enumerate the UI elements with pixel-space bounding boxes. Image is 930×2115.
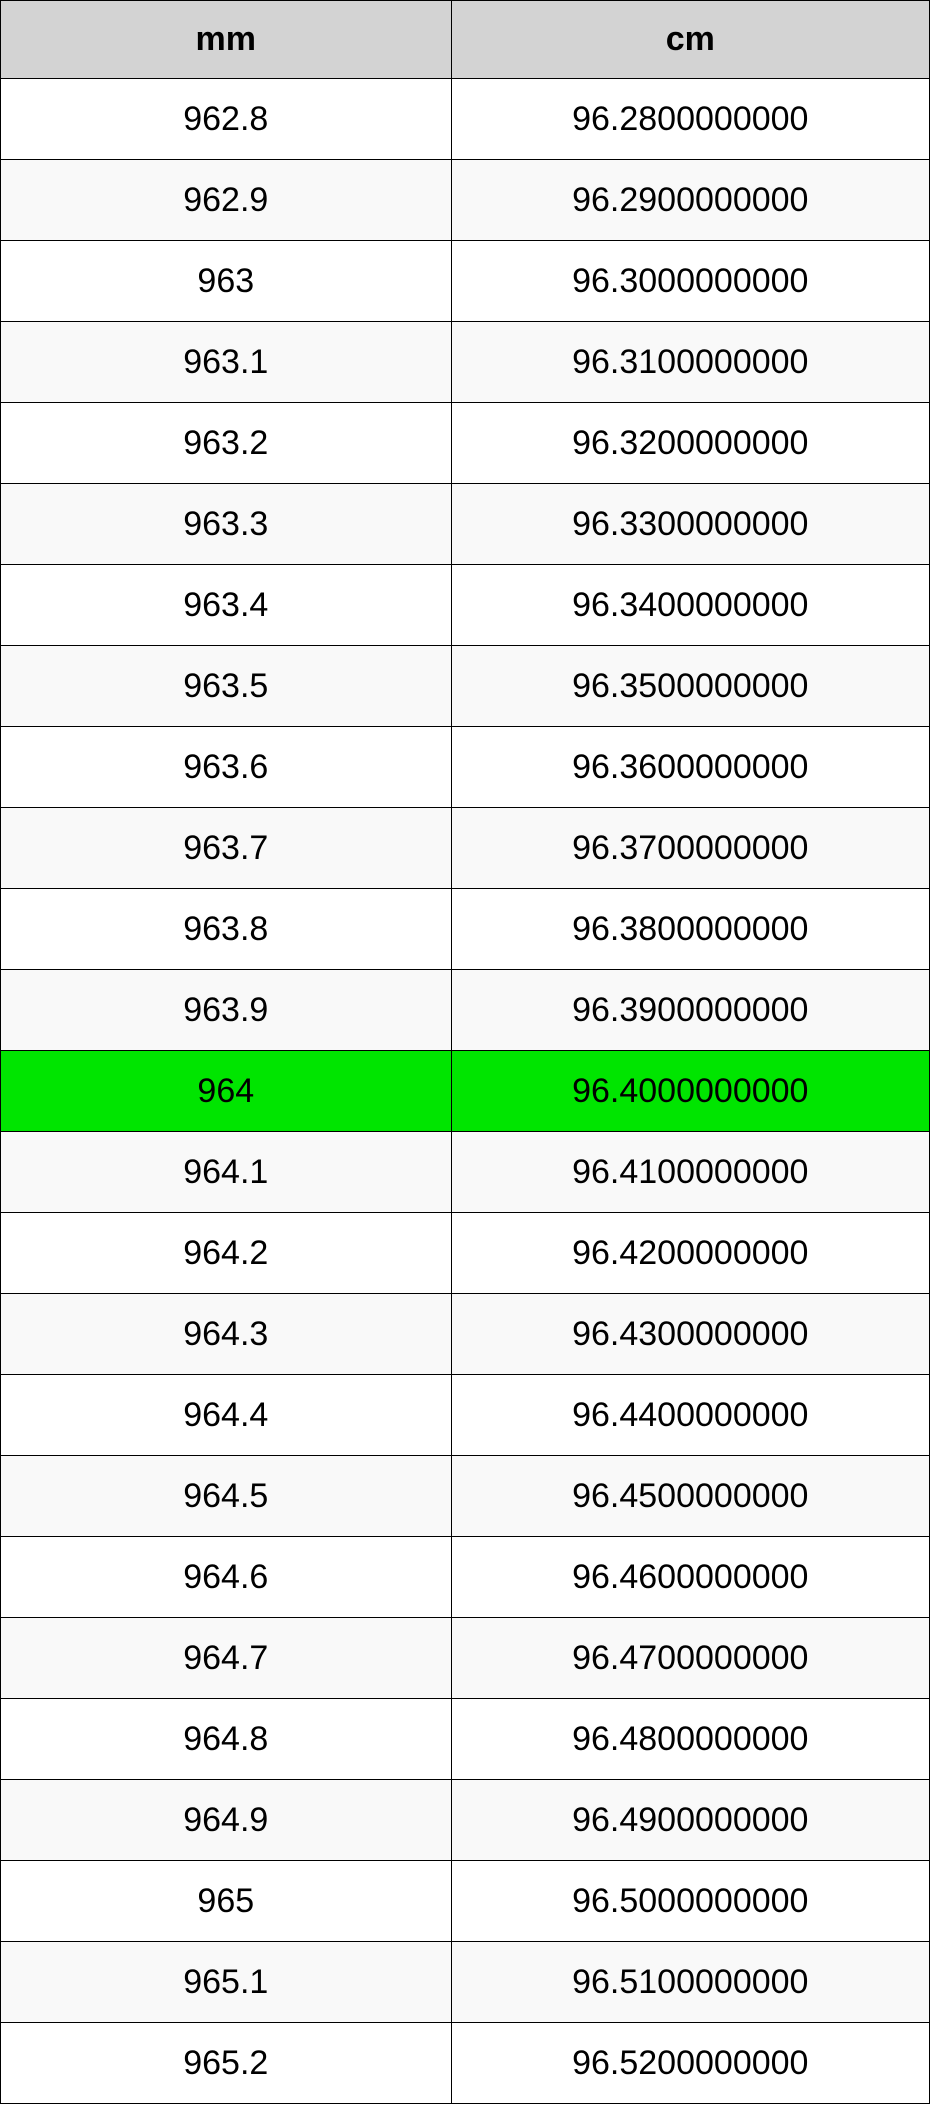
cm-cell: 96.4300000000 [451,1294,929,1375]
mm-cell: 963.6 [1,727,452,808]
mm-cell: 963.2 [1,403,452,484]
table-row: 964.296.4200000000 [1,1213,930,1294]
column-header-cm: cm [451,1,929,79]
table-row: 964.896.4800000000 [1,1699,930,1780]
cm-cell: 96.3900000000 [451,970,929,1051]
mm-cell: 963.7 [1,808,452,889]
mm-cell: 965 [1,1861,452,1942]
table-row: 963.896.3800000000 [1,889,930,970]
cm-cell: 96.3200000000 [451,403,929,484]
mm-cell: 963.3 [1,484,452,565]
cm-cell: 96.5100000000 [451,1942,929,2023]
table-row: 962.896.2800000000 [1,79,930,160]
cm-cell: 96.3600000000 [451,727,929,808]
table-row: 963.496.3400000000 [1,565,930,646]
cm-cell: 96.4700000000 [451,1618,929,1699]
table-row: 963.796.3700000000 [1,808,930,889]
table-row: 964.396.4300000000 [1,1294,930,1375]
mm-cell: 964.3 [1,1294,452,1375]
mm-cell: 963 [1,241,452,322]
mm-cell: 964.9 [1,1780,452,1861]
table-row: 96596.5000000000 [1,1861,930,1942]
table-body: 962.896.2800000000962.996.29000000009639… [1,79,930,2104]
mm-cell: 963.9 [1,970,452,1051]
mm-cell: 964.7 [1,1618,452,1699]
cm-cell: 96.4500000000 [451,1456,929,1537]
table-row: 965.196.5100000000 [1,1942,930,2023]
cm-cell: 96.3000000000 [451,241,929,322]
table-row: 963.296.3200000000 [1,403,930,484]
cm-cell: 96.3400000000 [451,565,929,646]
mm-cell: 965.2 [1,2023,452,2104]
mm-cell: 962.8 [1,79,452,160]
mm-cell: 963.5 [1,646,452,727]
cm-cell: 96.4400000000 [451,1375,929,1456]
table-row: 965.296.5200000000 [1,2023,930,2104]
table-row: 962.996.2900000000 [1,160,930,241]
table-row: 96496.4000000000 [1,1051,930,1132]
mm-cell: 963.8 [1,889,452,970]
mm-cell: 964.8 [1,1699,452,1780]
mm-cell: 963.1 [1,322,452,403]
table-row: 963.396.3300000000 [1,484,930,565]
mm-cell: 964.5 [1,1456,452,1537]
mm-cell: 962.9 [1,160,452,241]
cm-cell: 96.4100000000 [451,1132,929,1213]
cm-cell: 96.4000000000 [451,1051,929,1132]
cm-cell: 96.3300000000 [451,484,929,565]
conversion-table: mm cm 962.896.2800000000962.996.29000000… [0,0,930,2104]
cm-cell: 96.2900000000 [451,160,929,241]
table-row: 964.996.4900000000 [1,1780,930,1861]
mm-cell: 964.2 [1,1213,452,1294]
table-row: 964.496.4400000000 [1,1375,930,1456]
table-row: 964.196.4100000000 [1,1132,930,1213]
cm-cell: 96.4900000000 [451,1780,929,1861]
mm-cell: 963.4 [1,565,452,646]
cm-cell: 96.4200000000 [451,1213,929,1294]
mm-cell: 965.1 [1,1942,452,2023]
mm-cell: 964.1 [1,1132,452,1213]
table-row: 963.996.3900000000 [1,970,930,1051]
mm-cell: 964.4 [1,1375,452,1456]
table-header-row: mm cm [1,1,930,79]
cm-cell: 96.3800000000 [451,889,929,970]
column-header-mm: mm [1,1,452,79]
table-row: 964.696.4600000000 [1,1537,930,1618]
cm-cell: 96.2800000000 [451,79,929,160]
cm-cell: 96.3500000000 [451,646,929,727]
table-row: 963.696.3600000000 [1,727,930,808]
cm-cell: 96.3700000000 [451,808,929,889]
table-row: 964.596.4500000000 [1,1456,930,1537]
table-row: 96396.3000000000 [1,241,930,322]
cm-cell: 96.5000000000 [451,1861,929,1942]
cm-cell: 96.4600000000 [451,1537,929,1618]
cm-cell: 96.5200000000 [451,2023,929,2104]
cm-cell: 96.3100000000 [451,322,929,403]
table-row: 963.596.3500000000 [1,646,930,727]
table-row: 964.796.4700000000 [1,1618,930,1699]
table-row: 963.196.3100000000 [1,322,930,403]
mm-cell: 964.6 [1,1537,452,1618]
cm-cell: 96.4800000000 [451,1699,929,1780]
mm-cell: 964 [1,1051,452,1132]
